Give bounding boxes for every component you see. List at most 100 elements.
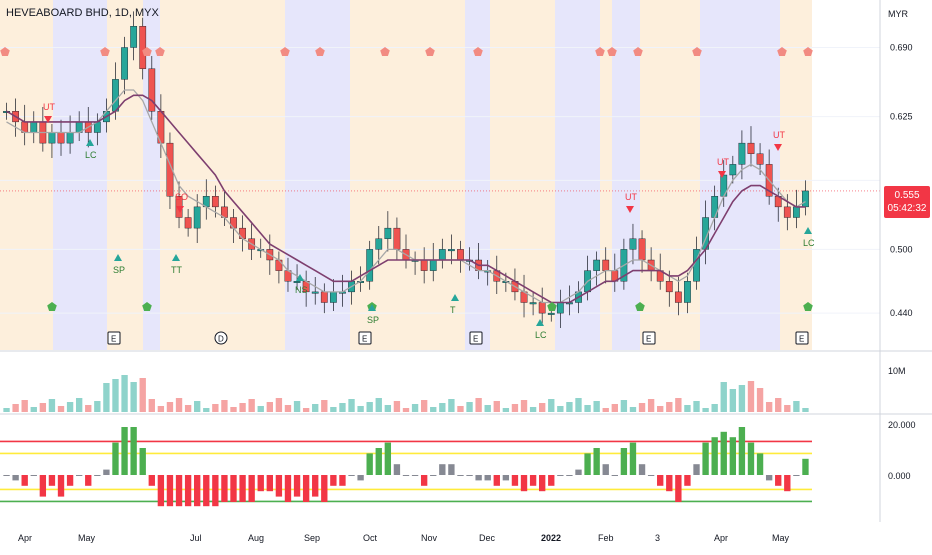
time-axis-label: May — [772, 533, 790, 543]
session-pentagon-marker — [595, 47, 605, 56]
volume-bar — [94, 401, 101, 412]
oscillator-bar — [330, 475, 337, 486]
signal-up-triangle — [172, 254, 180, 261]
oscillator-bar — [738, 427, 746, 475]
volume-bar — [239, 403, 246, 412]
oscillator-bar — [230, 475, 237, 502]
volume-bar — [148, 399, 155, 412]
oscillator-bar — [239, 475, 246, 502]
signal-up-triangle — [86, 139, 94, 146]
volume-bar — [130, 382, 137, 412]
oscillator-bar — [21, 475, 28, 486]
session-pentagon-marker — [142, 302, 152, 311]
signal-label: NS — [295, 285, 308, 295]
session-pentagon-marker — [635, 302, 645, 311]
signal-down-triangle — [718, 171, 726, 178]
oscillator-bar — [293, 475, 301, 497]
signal-label: UT — [773, 130, 785, 140]
oscillator-bar — [130, 427, 137, 475]
oscillator-bar — [584, 453, 591, 475]
candle-body — [384, 227, 392, 239]
moving-average-fast — [6, 89, 806, 304]
oscillator-bar — [457, 475, 464, 476]
candle-body — [547, 312, 555, 315]
oscillator-bar — [30, 475, 37, 476]
volume-bar — [139, 378, 146, 412]
current-price-value: 0.555 — [894, 190, 920, 201]
oscillator-bar — [593, 448, 600, 475]
volume-bar — [330, 407, 337, 412]
oscillator-bar — [520, 475, 528, 492]
oscillator-bar — [666, 475, 673, 492]
event-marker-label: E — [111, 335, 116, 344]
oscillator-bar — [566, 475, 573, 476]
volume-bar — [175, 398, 183, 412]
oscillator-bar — [411, 475, 419, 476]
oscillator-bar — [493, 475, 500, 486]
oscillator-bar — [321, 475, 328, 502]
oscillator-bar — [430, 475, 437, 476]
oscillator-bar — [693, 464, 700, 475]
session-band-9 — [555, 0, 600, 350]
oscillator-bar — [366, 453, 373, 475]
time-axis-label: May — [78, 533, 96, 543]
oscillator-bar — [66, 475, 74, 486]
moving-average-slow — [6, 94, 806, 304]
candle-body — [130, 26, 138, 48]
volume-bar — [575, 398, 582, 412]
volume-bar — [430, 407, 437, 412]
signal-up-triangle — [804, 227, 812, 234]
oscillator-bar — [94, 475, 101, 476]
volume-bar — [711, 404, 718, 412]
oscillator-bar — [12, 475, 19, 481]
session-band-7 — [465, 0, 490, 350]
time-axis-label: Sep — [304, 533, 320, 543]
volume-bar — [85, 405, 92, 412]
candle-body — [665, 281, 673, 293]
oscillator-bar — [629, 442, 637, 475]
oscillator-bar — [112, 442, 119, 475]
candle-body — [320, 291, 328, 303]
oscillator-bar — [448, 464, 455, 475]
candle-body — [420, 259, 428, 271]
oscillator-zero-label: 0.000 — [888, 471, 911, 481]
session-pentagon-marker — [380, 47, 390, 56]
volume-bar — [384, 405, 392, 412]
volume-bar — [103, 383, 110, 412]
volume-bar — [720, 382, 727, 412]
earnings-marker — [795, 331, 809, 345]
oscillator-upper-label: 20.000 — [888, 420, 916, 430]
signal-down-triangle — [44, 116, 52, 123]
oscillator-bar — [557, 475, 564, 476]
volume-bar — [638, 403, 646, 412]
candle-body — [783, 206, 791, 218]
session-pentagon-marker — [547, 302, 557, 311]
volume-bar — [729, 389, 737, 412]
oscillator-bar — [348, 475, 355, 476]
volume-bar — [702, 408, 709, 412]
oscillator-bar — [439, 464, 446, 475]
earnings-marker — [469, 331, 483, 345]
candle-body — [593, 259, 601, 271]
signal-label: SP — [367, 315, 379, 325]
oscillator-bar — [539, 475, 546, 492]
session-pentagon-marker — [473, 47, 483, 56]
volume-bar — [66, 402, 74, 412]
time-axis-label: Apr — [714, 533, 728, 543]
oscillator-bar — [48, 475, 56, 486]
session-band-3 — [143, 0, 160, 350]
oscillator-bar — [620, 448, 628, 475]
oscillator-bar — [720, 431, 727, 475]
volume-bar — [212, 404, 219, 412]
volume-bar — [57, 406, 65, 412]
candle-body — [674, 291, 682, 303]
volume-bar — [756, 388, 764, 412]
oscillator-bar — [157, 475, 165, 507]
candle-body — [429, 259, 437, 271]
candle-body — [293, 281, 301, 283]
candle-body — [529, 302, 537, 305]
oscillator-bar — [302, 475, 310, 502]
oscillator-bar — [784, 475, 791, 492]
volume-bar — [420, 400, 428, 412]
